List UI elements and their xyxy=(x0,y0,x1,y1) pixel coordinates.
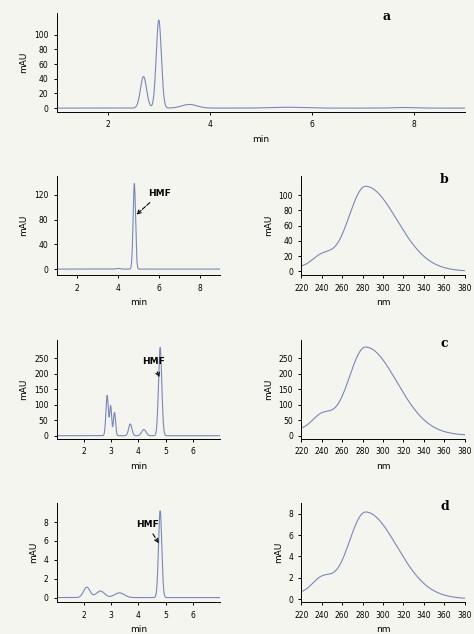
X-axis label: min: min xyxy=(130,298,147,307)
Y-axis label: mAU: mAU xyxy=(19,51,28,73)
Y-axis label: mAU: mAU xyxy=(264,378,273,400)
Text: b: b xyxy=(440,173,449,186)
Y-axis label: mAU: mAU xyxy=(273,542,283,564)
Y-axis label: mAU: mAU xyxy=(29,542,38,564)
X-axis label: min: min xyxy=(252,134,269,144)
Y-axis label: mAU: mAU xyxy=(19,215,28,236)
Text: a: a xyxy=(383,10,391,23)
X-axis label: nm: nm xyxy=(376,462,390,470)
Text: HMF: HMF xyxy=(143,358,165,376)
X-axis label: nm: nm xyxy=(376,298,390,307)
X-axis label: nm: nm xyxy=(376,625,390,634)
Text: d: d xyxy=(440,500,449,513)
Text: HMF: HMF xyxy=(136,520,158,542)
Y-axis label: mAU: mAU xyxy=(264,215,273,236)
X-axis label: min: min xyxy=(130,462,147,470)
Y-axis label: mAU: mAU xyxy=(19,378,28,400)
Text: HMF: HMF xyxy=(137,189,171,214)
Text: c: c xyxy=(440,337,447,349)
X-axis label: min: min xyxy=(130,625,147,634)
